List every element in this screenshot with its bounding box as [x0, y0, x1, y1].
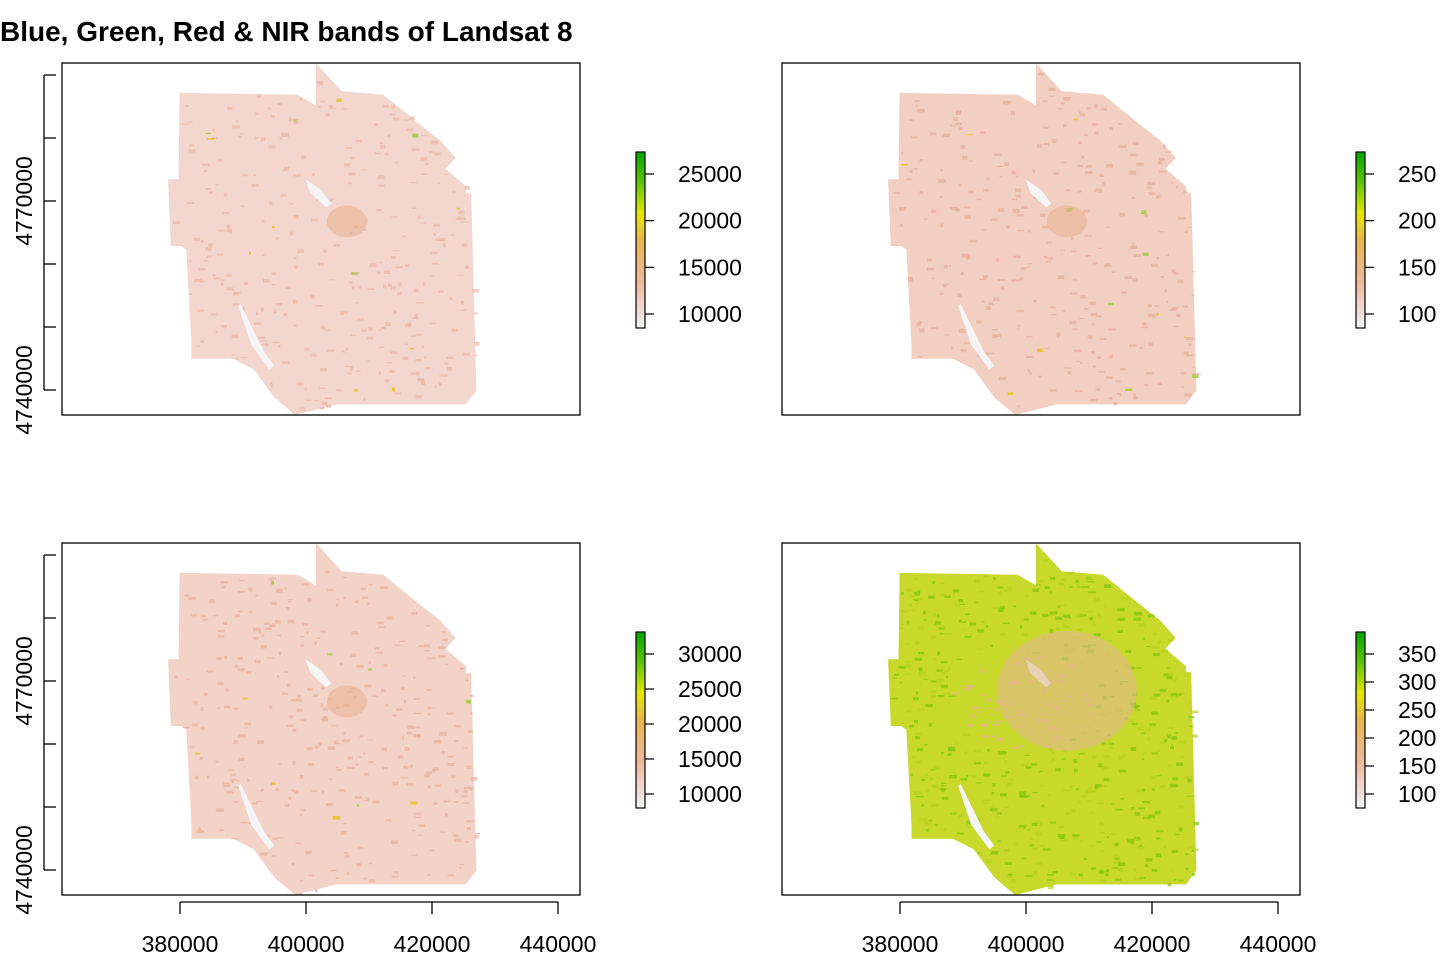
urban-centre: [996, 630, 1137, 751]
legend-tick-label: 15000: [678, 254, 742, 280]
legend-tick-label: 150: [1398, 254, 1436, 280]
x-tick-label: 420000: [394, 931, 471, 957]
x-tick-label: 380000: [862, 931, 939, 957]
urban-centre: [326, 205, 367, 238]
x-axis: 380000 400000 420000 440000: [142, 901, 597, 957]
legend-tick-label: 30000: [678, 641, 742, 667]
legend-tick-label: 150: [1398, 753, 1436, 779]
x-tick-label: 440000: [520, 931, 597, 957]
lake-1: [958, 304, 995, 370]
legend-tick-label: 20000: [678, 208, 742, 234]
panel-frame: [61, 542, 581, 896]
raster-texture: [893, 72, 1201, 408]
legend-colorbar: [635, 631, 646, 809]
x-tick-label: 420000: [1114, 931, 1191, 957]
legend-tick-label: 300: [1398, 669, 1436, 695]
map-panel-blue: 4740000 4770000 25000 20000 15000 10000: [11, 62, 742, 435]
lake-1: [958, 784, 995, 850]
legend-tick-label: 350: [1398, 641, 1436, 667]
legend-tick-label: 25000: [678, 161, 742, 187]
y-tick-label: 4770000: [11, 636, 37, 726]
urban-centre: [326, 685, 367, 718]
panel-frame: [781, 62, 1301, 416]
legend-tick-label: 10000: [678, 301, 742, 327]
legend-colorbar: [1355, 151, 1366, 329]
raster-area: [168, 63, 477, 415]
raster-area: [888, 63, 1197, 415]
plot-title: Blue, Green, Red & NIR bands of Landsat …: [0, 16, 573, 47]
map-panel-green: 250 200 150 100: [781, 62, 1436, 416]
legend-tick-label: 100: [1398, 301, 1436, 327]
legend-green: 250 200 150 100: [1355, 151, 1436, 329]
raster-texture: [172, 81, 480, 411]
legend-tick-label: 200: [1398, 208, 1436, 234]
lake-2: [305, 659, 332, 688]
legend-red: 30000 25000 20000 15000 10000: [635, 631, 742, 809]
panel-frame: [781, 542, 1301, 896]
x-tick-label: 440000: [1240, 931, 1317, 957]
y-tick-label: 4770000: [11, 156, 37, 246]
y-axis: 4740000 4770000: [11, 554, 56, 915]
lake-1: [238, 784, 275, 850]
lake-2: [1025, 179, 1052, 208]
lake-2: [305, 179, 332, 208]
legend-tick-label: 100: [1398, 781, 1436, 807]
legend-blue: 25000 20000 15000 10000: [635, 151, 742, 329]
urban-centre: [1046, 205, 1087, 238]
map-panel-red: 4740000 4770000 380000 400000 420000 440000 30…: [11, 542, 742, 957]
legend-tick-label: 15000: [678, 746, 742, 772]
legend-colorbar: [1355, 631, 1366, 809]
legend-tick-label: 250: [1398, 161, 1436, 187]
x-axis: 380000 400000 420000 440000: [862, 901, 1317, 957]
lake-1: [238, 304, 275, 370]
y-axis: 4740000 4770000: [11, 74, 56, 435]
x-tick-label: 400000: [268, 931, 345, 957]
map-panel-nir: 380000 400000 420000 440000 3503002502001501…: [781, 542, 1436, 957]
x-tick-label: 400000: [988, 931, 1065, 957]
legend-tick-label: 25000: [678, 676, 742, 702]
raster-texture: [174, 570, 480, 895]
x-tick-label: 380000: [142, 931, 219, 957]
legend-tick-label: 20000: [678, 711, 742, 737]
legend-colorbar: [635, 151, 646, 329]
panel-frame: [61, 62, 581, 416]
y-tick-label: 4740000: [11, 345, 37, 435]
legend-tick-label: 10000: [678, 781, 742, 807]
y-tick-label: 4740000: [11, 825, 37, 915]
legend-tick-label: 200: [1398, 725, 1436, 751]
legend-tick-label: 250: [1398, 697, 1436, 723]
